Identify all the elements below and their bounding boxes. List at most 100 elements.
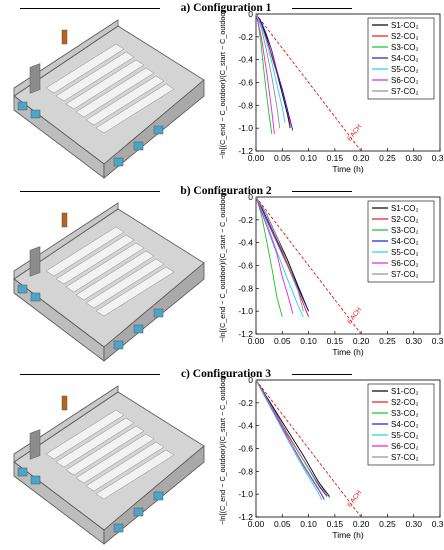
legend-label: S5-CO₂ — [391, 248, 419, 257]
y-tick-label: 0 — [248, 376, 253, 385]
classroom-layout-illustration — [13, 385, 205, 545]
x-tick-label: 0.10 — [300, 153, 317, 163]
reference-line — [255, 379, 362, 518]
legend-label: S4-CO₂ — [391, 237, 419, 246]
legend-label: S2-CO₂ — [391, 398, 419, 407]
x-tick-label: 0.05 — [274, 153, 291, 163]
x-tick-label: 0.00 — [248, 519, 265, 529]
legend-label: S3-CO₂ — [391, 226, 419, 235]
series-line-s5 — [255, 196, 304, 318]
x-tick-label: 0.00 — [248, 336, 265, 346]
legend-label: S3-CO₂ — [391, 43, 419, 52]
header-rule-left — [20, 374, 160, 375]
x-tick-label: 0.30 — [405, 153, 422, 163]
x-tick-label: 0.15 — [327, 153, 344, 163]
legend-label: S2-CO₂ — [391, 215, 419, 224]
reference-line — [255, 13, 362, 152]
x-tick-label: 0.05 — [274, 336, 291, 346]
y-axis-label: −ln[(C_end − C_outdoor)/(C_start − C_out… — [218, 376, 227, 525]
classroom-layout-illustration — [13, 19, 205, 179]
panel-configuration-2: b) Configuration 2 0.00 0.05 0.10 0.15 0.20 0… — [0, 183, 444, 366]
panel-configuration-1: a) Configuration 1 0.00 0.05 0.10 0.15 0.20 0… — [0, 0, 444, 183]
series-line-s3 — [255, 196, 283, 318]
teacher-desk — [29, 63, 41, 94]
legend-label: S7-CO₂ — [391, 453, 419, 462]
windows — [17, 284, 164, 350]
y-tick-label: -0.6 — [238, 444, 253, 454]
legend-label: S5-CO₂ — [391, 65, 419, 74]
desk-rows — [45, 43, 175, 134]
y-tick-label: -0.2 — [238, 398, 253, 408]
y-tick-label: -0.6 — [238, 78, 253, 88]
y-tick-label: 0 — [248, 193, 253, 202]
x-tick-label: 0.10 — [300, 519, 317, 529]
y-tick-label: -0.4 — [238, 421, 253, 431]
x-tick-label: 0.25 — [379, 336, 396, 346]
y-tick-label: -0.6 — [238, 261, 253, 271]
header-rule-right — [292, 374, 352, 375]
x-tick-label: 0.20 — [353, 519, 370, 529]
y-tick-label: -1.0 — [238, 123, 253, 133]
windows — [17, 467, 164, 533]
series-line-s6 — [255, 13, 275, 134]
x-tick-label: 0.35 — [432, 153, 444, 163]
door — [61, 395, 68, 411]
x-tick-label: 0.15 — [327, 336, 344, 346]
legend-label: S2-CO₂ — [391, 32, 419, 41]
desk-rows — [45, 409, 175, 500]
y-tick-label: -0.4 — [238, 238, 253, 248]
y-tick-label: -0.2 — [238, 215, 253, 225]
decay-chart: 0.00 0.05 0.10 0.15 0.20 0.25 0.30 0.35 0 -0.2 -0.… — [218, 193, 444, 357]
legend-label: S1-CO₂ — [391, 204, 419, 213]
series-line-s4 — [255, 196, 310, 312]
x-tick-label: 0.25 — [379, 519, 396, 529]
legend-label: S6-CO₂ — [391, 442, 419, 451]
legend-label: S4-CO₂ — [391, 420, 419, 429]
series-line-s4 — [255, 13, 294, 131]
series-line-s1 — [255, 379, 330, 497]
decay-chart: 0.00 0.05 0.10 0.15 0.20 0.25 0.30 0.35 0 -0.2 -0.… — [218, 10, 444, 174]
series-line-s6 — [255, 379, 325, 501]
series-line-s7 — [255, 196, 304, 312]
legend-label: S1-CO₂ — [391, 21, 419, 30]
panel-title: a) Configuration 1 — [180, 2, 272, 14]
header-rule-right — [292, 8, 352, 9]
x-tick-label: 0.25 — [379, 153, 396, 163]
panel-title: b) Configuration 2 — [180, 185, 272, 197]
y-tick-label: -0.8 — [238, 100, 253, 110]
teacher-desk — [29, 246, 41, 277]
y-tick-label: -0.8 — [238, 283, 253, 293]
x-axis-label: Time (h) — [332, 347, 363, 357]
x-tick-label: 0.10 — [300, 336, 317, 346]
y-tick-label: -1.2 — [238, 512, 253, 522]
x-tick-label: 0.20 — [353, 153, 370, 163]
y-tick-label: -1.2 — [238, 146, 253, 156]
x-tick-label: 0.05 — [274, 519, 291, 529]
y-axis-label: −ln[(C_end − C_outdoor)/(C_start − C_out… — [218, 193, 227, 342]
series-line-s7 — [255, 379, 330, 498]
legend-label: S6-CO₂ — [391, 259, 419, 268]
y-tick-label: -1.0 — [238, 306, 253, 316]
x-tick-label: 0.15 — [327, 519, 344, 529]
series-line-s5 — [255, 379, 323, 501]
y-tick-label: -1.2 — [238, 329, 253, 339]
x-tick-label: 0.00 — [248, 153, 265, 163]
panel-header: c) Configuration 3 — [0, 366, 444, 382]
windows — [17, 101, 164, 167]
legend-label: S3-CO₂ — [391, 409, 419, 418]
legend-label: S6-CO₂ — [391, 76, 419, 85]
legend-label: S7-CO₂ — [391, 87, 419, 96]
legend-label: S5-CO₂ — [391, 431, 419, 440]
x-tick-label: 0.20 — [353, 336, 370, 346]
y-tick-label: -0.2 — [238, 32, 253, 42]
y-tick-label: -1.0 — [238, 489, 253, 499]
door — [61, 212, 68, 228]
panel-header: b) Configuration 2 — [0, 183, 444, 199]
decay-chart: 0.00 0.05 0.10 0.15 0.20 0.25 0.30 0.35 0 -0.2 -0.… — [218, 376, 444, 540]
header-rule-left — [20, 191, 160, 192]
x-axis-label: Time (h) — [332, 164, 363, 174]
legend-label: S4-CO₂ — [391, 54, 419, 63]
reference-line — [255, 196, 362, 335]
x-axis-label: Time (h) — [332, 530, 363, 540]
teacher-desk — [29, 429, 41, 460]
